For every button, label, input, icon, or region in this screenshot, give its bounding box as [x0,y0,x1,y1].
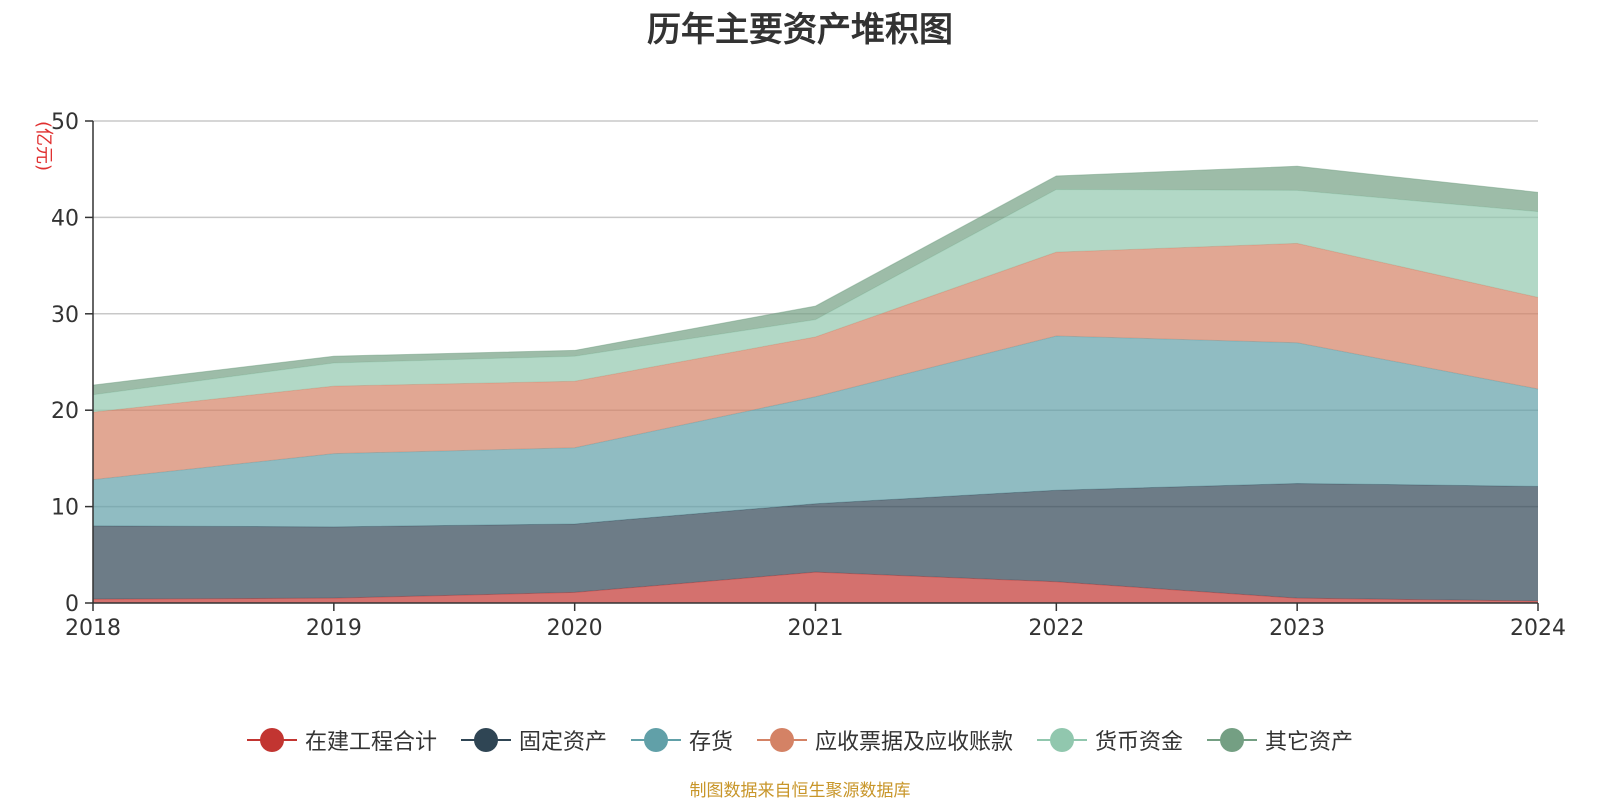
legend-label: 应收票据及应收账款 [815,730,1014,755]
legend-marker-icon [630,727,681,753]
area-series-6[interactable] [93,166,1538,395]
y-tick-label: 50 [51,110,79,135]
x-tick-label: 2020 [547,616,603,641]
legend-marker-icon [1037,727,1088,753]
legend-label: 在建工程合计 [304,730,437,755]
y-tick-label: 20 [51,399,79,424]
area-series-5[interactable] [93,189,1538,413]
y-tick-label: 10 [51,496,79,521]
x-tick-label: 2022 [1028,616,1084,641]
area-series-1[interactable] [93,572,1538,603]
legend: 在建工程合计 固定资产 存货 应收票据及应收账款 货币资金 其它资产 [0,720,1600,760]
y-tick-label: 0 [65,592,79,617]
area-series [92,165,1539,603]
axes: 0 10 20 30 40 50 2018 2019 2020 2021 2022 2023 2024 [51,110,1566,641]
area-series-3[interactable] [93,335,1538,527]
legend-marker-icon [1207,727,1258,753]
legend-marker-icon [460,727,511,753]
legend-label: 货币资金 [1095,730,1184,755]
y-tick-label: 40 [51,206,79,231]
y-tick-label: 30 [51,303,79,328]
x-tick-label: 2019 [306,616,362,641]
legend-item-6[interactable]: 其它资产 [1207,724,1353,756]
legend-label: 固定资产 [518,730,607,755]
source-note: 制图数据来自恒生聚源数据库 [689,781,911,801]
legend-item-3[interactable]: 存货 [630,724,733,756]
x-tick-label: 2023 [1269,616,1325,641]
legend-marker-icon [757,727,807,753]
legend-item-5[interactable]: 货币资金 [1037,724,1183,756]
legend-label: 存货 [688,730,733,755]
legend-marker-icon [246,727,297,753]
legend-label: 其它资产 [1265,730,1354,755]
area-series-4[interactable] [93,243,1538,480]
legend-item-2[interactable]: 固定资产 [460,724,607,756]
legend-item-4[interactable]: 应收票据及应收账款 [757,724,1013,756]
y-axis-unit-label: (亿元) [33,121,54,171]
x-tick-label: 2021 [788,616,844,641]
x-tick-label: 2018 [65,616,121,641]
chart-title: 历年主要资产堆积图 [647,10,953,50]
area-series-2[interactable] [93,483,1538,602]
series-line-6 [92,165,1539,386]
legend-item-1[interactable]: 在建工程合计 [246,724,437,756]
x-tick-label: 2024 [1510,616,1566,641]
